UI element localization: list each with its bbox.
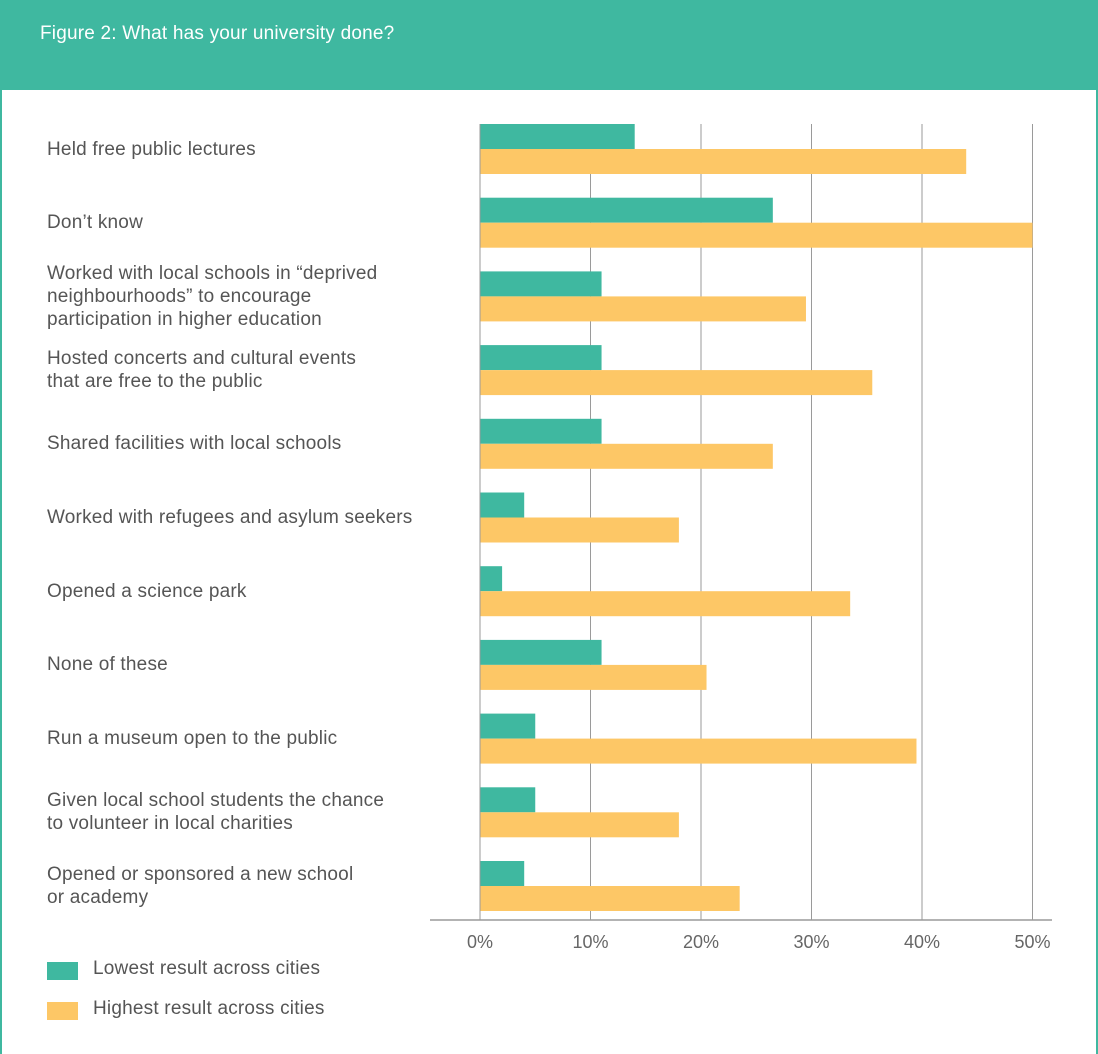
legend-label-highest: Highest result across cities (93, 998, 325, 1019)
x-tick-label: 0% (467, 932, 493, 952)
x-tick-label: 50% (1014, 932, 1050, 952)
x-axis: 0% 10% 20% 30% 40% 50% (430, 124, 1052, 952)
bar-lowest-2 (480, 271, 602, 297)
bar-highest-9 (480, 812, 679, 838)
bar-highest-3 (480, 370, 873, 396)
legend-label-lowest: Lowest result across cities (93, 958, 321, 979)
x-tick-label: 40% (904, 932, 940, 952)
bar-highest-7 (480, 664, 707, 690)
bar-highest-4 (480, 443, 773, 469)
x-tick-label: 20% (683, 932, 719, 952)
bar-lowest-1 (480, 197, 773, 223)
bar-highest-8 (480, 738, 917, 764)
bar-highest-1 (480, 222, 1033, 248)
bar-highest-2 (480, 296, 806, 322)
bar-lowest-3 (480, 345, 602, 371)
bar-lowest-7 (480, 639, 602, 665)
bar-lowest-9 (480, 787, 536, 813)
bar-lowest-5 (480, 492, 525, 518)
category-label: Given local school students the chance to… (47, 790, 385, 835)
x-tick-label: 10% (572, 932, 608, 952)
category-label: Shared facilities with local schools (47, 433, 342, 455)
bar-highest-0 (480, 149, 967, 174)
bar-lowest-4 (480, 418, 602, 444)
category-label: Worked with refugees and asylum seekers (47, 507, 413, 528)
bar-lowest-6 (480, 566, 503, 592)
bar-lowest-8 (480, 713, 536, 739)
category-label: Opened or sponsored a new school or acade… (47, 864, 354, 908)
category-label: Worked with local schools in “deprived ne… (47, 262, 378, 330)
category-label: Hosted concerts and cultural events that … (47, 348, 357, 393)
category-label: Opened a science park (47, 580, 247, 602)
bar-lowest-10 (480, 861, 525, 886)
x-tick-label: 30% (793, 932, 829, 952)
category-label: None of these (47, 654, 168, 676)
category-label: Don’t know (47, 212, 143, 234)
bar-highest-5 (480, 517, 679, 543)
figure-title: Figure 2: What has your university done? (40, 23, 395, 44)
category-label: Run a museum open to the public (47, 728, 338, 750)
legend-swatch-lowest (47, 962, 78, 980)
bar-lowest-0 (480, 124, 635, 149)
bar-highest-10 (480, 886, 740, 911)
legend-swatch-highest (47, 1002, 78, 1020)
category-label: Held free public lectures (47, 138, 256, 160)
bars (480, 124, 1033, 911)
bar-highest-6 (480, 591, 851, 617)
figure-header: Figure 2: What has your university done? (0, 0, 1098, 90)
